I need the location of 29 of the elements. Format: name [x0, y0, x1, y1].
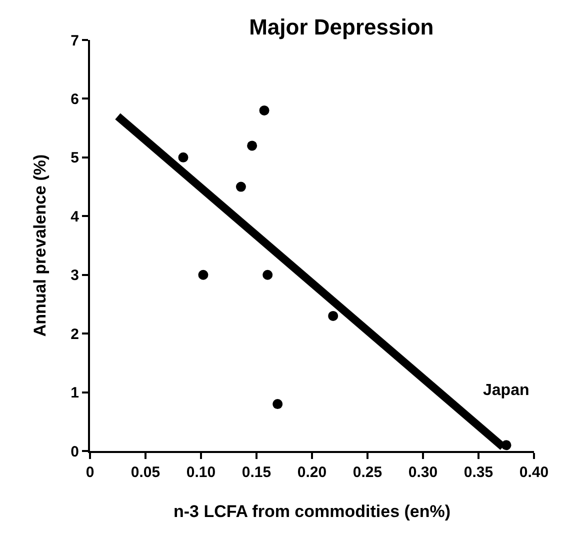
point — [236, 182, 246, 192]
x-tick-label: 0.30 — [408, 464, 438, 481]
point — [178, 152, 188, 162]
x-tick-label: 0.15 — [242, 464, 272, 481]
x-tick-label: 0.10 — [186, 464, 216, 481]
x-tick-label: 0.40 — [519, 464, 549, 481]
y-tick-label: 1 — [70, 384, 79, 402]
x-axis-title: n-3 LCFA from commodities (en%) — [173, 502, 451, 521]
point — [262, 270, 273, 280]
point — [259, 105, 270, 116]
x-tick-label: 0.35 — [464, 464, 494, 481]
point — [272, 399, 283, 410]
annotation: Japan — [483, 382, 530, 399]
y-tick-label: 0 — [70, 443, 79, 460]
x-tick-label: 0 — [86, 464, 94, 481]
chart-title: Major Depression — [249, 14, 434, 40]
point — [247, 140, 258, 151]
x-tick-label: 0.25 — [352, 464, 382, 481]
point — [328, 310, 338, 321]
y-tick-label: 6 — [70, 90, 79, 108]
y-axis-title: Annual prevalence (%) — [30, 154, 50, 337]
x-tick-label: 0.20 — [297, 464, 327, 481]
y-tick-label: 4 — [70, 208, 80, 226]
y-tick-label: 3 — [70, 267, 79, 284]
y-tick-label: 7 — [70, 32, 79, 50]
y-tick-label: 5 — [70, 150, 79, 167]
y-tick-label: 2 — [70, 326, 79, 343]
x-tick-label: 0.05 — [130, 464, 160, 481]
point — [198, 270, 208, 280]
